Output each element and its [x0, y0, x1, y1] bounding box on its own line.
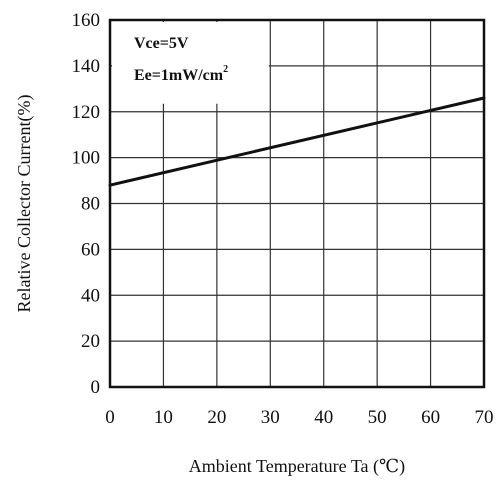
y-tick-label-140: 140 [72, 56, 101, 77]
series-layer [108, 96, 486, 187]
x-tick-label-40: 40 [314, 407, 333, 428]
y-tick-label-0: 0 [91, 377, 101, 398]
x-tick-label-50: 50 [368, 407, 387, 428]
annotation-ee-text: Ee=1mW/cm [134, 67, 224, 84]
x-axis-title: Ambient Temperature Ta (℃) [189, 456, 405, 477]
grid [110, 20, 484, 387]
y-tick-label-60: 60 [81, 239, 100, 260]
y-tick-label-160: 160 [72, 10, 101, 31]
series-line-0 [108, 96, 486, 187]
x-tick-label-60: 60 [421, 407, 440, 428]
x-tick-label-30: 30 [261, 407, 280, 428]
annotation-ee: Ee=1mW/cm2 [134, 64, 228, 84]
y-tick-label-100: 100 [72, 148, 101, 169]
annotation-box: Vce=5V Ee=1mW/cm2 [112, 22, 269, 104]
plot-frame [108, 18, 486, 389]
x-axis-ticks: 0 10 20 30 40 50 60 70 [105, 407, 493, 428]
y-tick-label-120: 120 [72, 102, 101, 123]
y-axis-ticks: 0 20 40 60 80 100 120 140 160 [72, 10, 101, 398]
annotation-background [112, 22, 269, 104]
x-tick-label-70: 70 [475, 407, 494, 428]
annotation-vce: Vce=5V [134, 35, 189, 52]
y-axis-title: Relative Collector Current(%) [14, 95, 35, 313]
y-tick-label-40: 40 [81, 285, 100, 306]
x-tick-label-0: 0 [105, 407, 115, 428]
x-tick-label-10: 10 [154, 407, 173, 428]
x-tick-label-20: 20 [207, 407, 226, 428]
y-tick-label-20: 20 [81, 331, 100, 352]
annotation-ee-superscript: 2 [223, 64, 228, 75]
y-tick-label-80: 80 [81, 194, 100, 215]
